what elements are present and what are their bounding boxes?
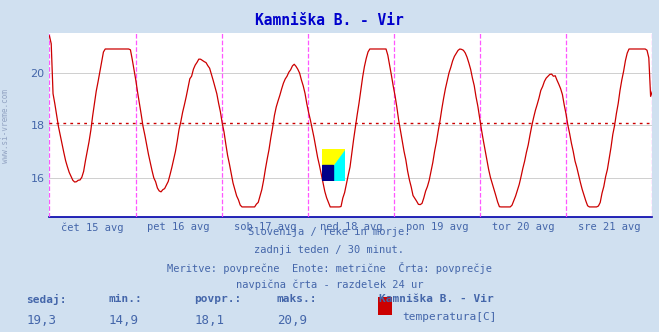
Text: 14,9: 14,9	[109, 314, 139, 327]
Text: min.:: min.:	[109, 294, 142, 304]
Text: maks.:: maks.:	[277, 294, 317, 304]
Text: www.si-vreme.com: www.si-vreme.com	[1, 89, 10, 163]
Polygon shape	[322, 149, 345, 181]
Text: 19,3: 19,3	[26, 314, 57, 327]
Text: Meritve: povprečne  Enote: metrične  Črta: povprečje: Meritve: povprečne Enote: metrične Črta:…	[167, 262, 492, 274]
Text: Slovenija / reke in morje.: Slovenija / reke in morje.	[248, 227, 411, 237]
Polygon shape	[322, 149, 345, 181]
Text: Kamniška B. - Vir: Kamniška B. - Vir	[379, 294, 494, 304]
Text: sedaj:: sedaj:	[26, 294, 67, 305]
Text: Kamniška B. - Vir: Kamniška B. - Vir	[255, 13, 404, 28]
Text: zadnji teden / 30 minut.: zadnji teden / 30 minut.	[254, 245, 405, 255]
Text: 20,9: 20,9	[277, 314, 307, 327]
Text: 18,1: 18,1	[194, 314, 225, 327]
Text: povpr.:: povpr.:	[194, 294, 242, 304]
Text: navpična črta - razdelek 24 ur: navpična črta - razdelek 24 ur	[236, 279, 423, 290]
Polygon shape	[322, 165, 333, 181]
Text: temperatura[C]: temperatura[C]	[402, 312, 496, 322]
